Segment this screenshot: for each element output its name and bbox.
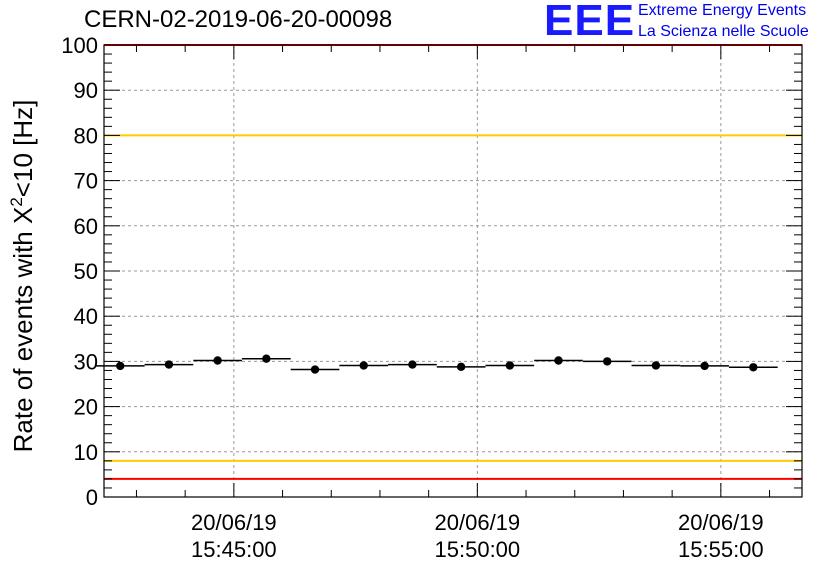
data-point	[749, 363, 758, 372]
data-point	[456, 362, 466, 372]
x-tick-label-time: 15:55:00	[678, 537, 764, 562]
data-points	[95, 354, 778, 374]
x-tick-label-date: 20/06/19	[678, 510, 764, 535]
y-tick-label: 100	[61, 33, 98, 58]
data-point	[505, 361, 515, 370]
y-axis-title: Rate of events with X2<10 [Hz]	[7, 100, 38, 453]
data-point	[116, 361, 125, 371]
data-point	[359, 361, 368, 370]
data-point	[651, 361, 661, 370]
logo-line-1: Extreme Energy Events	[638, 2, 807, 19]
eee-logo: EEE Extreme Energy Events La Scienza nel…	[540, 0, 834, 46]
y-tick-label: 70	[74, 169, 98, 194]
reference-lines	[104, 44, 802, 480]
y-tick-label: 0	[86, 485, 98, 510]
y-tick-label: 30	[74, 349, 98, 374]
grid-layer	[104, 45, 802, 497]
run-id-title: CERN-02-2019-06-20-00098	[84, 6, 393, 33]
y-tick-label: 50	[74, 259, 98, 284]
data-point	[700, 361, 709, 371]
data-point	[164, 360, 174, 369]
data-point	[262, 354, 271, 363]
x-tick-label-time: 15:50:00	[435, 537, 521, 562]
data-point	[554, 356, 563, 365]
data-point	[603, 357, 612, 366]
x-tick-label-time: 15:45:00	[191, 537, 277, 562]
y-tick-label: 40	[74, 304, 98, 329]
axes	[103, 44, 803, 498]
y-tick-label: 90	[74, 78, 98, 103]
y-tick-label: 20	[74, 395, 98, 420]
data-point	[310, 365, 320, 374]
x-tick-label-date: 20/06/19	[191, 510, 277, 535]
logo-mark: EEE	[544, 0, 636, 45]
logo-line-2: La Scienza nelle Scuole	[638, 23, 809, 40]
data-point	[213, 356, 222, 365]
axis-labels: 010203040506070809010020/06/1915:45:0020…	[7, 33, 764, 562]
x-tick-label-date: 20/06/19	[435, 510, 521, 535]
data-point	[408, 360, 417, 369]
y-tick-label: 60	[74, 214, 98, 239]
y-tick-label: 80	[74, 123, 98, 148]
y-tick-label: 10	[74, 440, 98, 465]
